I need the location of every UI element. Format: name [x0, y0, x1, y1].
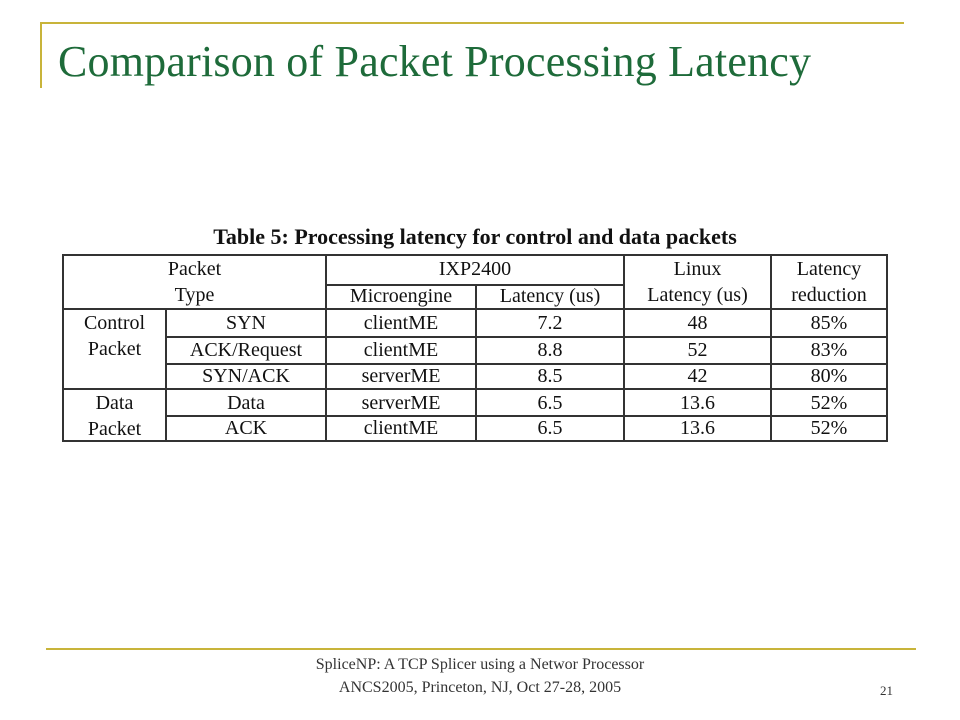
- cell-reduction: 52%: [810, 417, 848, 439]
- cell-ixp-latency: 6.5: [537, 417, 563, 439]
- grid-line: [623, 256, 625, 440]
- grid-line: [64, 308, 886, 310]
- cell-type: SYN: [225, 312, 266, 334]
- header-packet: Packet: [167, 258, 222, 280]
- header-microengine: Microengine: [349, 285, 453, 307]
- table-caption: Table 5: Processing latency for control …: [213, 224, 737, 249]
- cell-microengine: clientME: [363, 339, 439, 361]
- grid-line: [325, 256, 327, 440]
- cell-ixp-latency: 7.2: [537, 312, 563, 334]
- cell-ixp-latency: 6.5: [537, 392, 563, 414]
- grid-line: [165, 415, 886, 417]
- header-type: Type: [174, 284, 215, 306]
- grid-line: [165, 336, 886, 338]
- cell-linux-latency: 42: [687, 365, 708, 387]
- decorative-bottom-line: [46, 648, 916, 650]
- cell-reduction: 83%: [810, 339, 848, 361]
- group-control-label: Packet: [87, 338, 142, 360]
- grid-line: [475, 284, 477, 440]
- slide-title: Comparison of Packet Processing Latency: [58, 37, 812, 86]
- cell-microengine: clientME: [363, 312, 439, 334]
- cell-type: ACK/Request: [189, 339, 303, 361]
- grid-line: [165, 308, 167, 440]
- grid-line: [64, 388, 886, 390]
- latency-table: Packet Type IXP2400 Microengine Latency …: [62, 254, 888, 442]
- header-ixp2400: IXP2400: [438, 258, 512, 280]
- decorative-top-line: [40, 22, 904, 24]
- cell-microengine: clientME: [363, 417, 439, 439]
- cell-ixp-latency: 8.8: [537, 339, 563, 361]
- page-number: 21: [880, 683, 893, 698]
- group-data-label: Packet: [87, 418, 142, 440]
- footer-title: SpliceNP: A TCP Splicer using a Networ P…: [315, 656, 645, 673]
- cell-ixp-latency: 8.5: [537, 365, 563, 387]
- header-latency: Latency: [796, 258, 862, 280]
- decorative-left-line: [40, 22, 42, 88]
- cell-linux-latency: 52: [687, 339, 708, 361]
- cell-reduction: 80%: [810, 365, 848, 387]
- cell-reduction: 85%: [810, 312, 848, 334]
- grid-line: [325, 284, 625, 286]
- cell-reduction: 52%: [810, 392, 848, 414]
- header-linux-latency: Latency (us): [647, 284, 748, 306]
- grid-line: [165, 363, 886, 365]
- header-reduction: reduction: [791, 284, 867, 306]
- header-linux: Linux: [673, 258, 722, 280]
- cell-linux-latency: 13.6: [680, 417, 715, 439]
- group-control-label: Control: [83, 312, 146, 334]
- cell-linux-latency: 48: [687, 312, 708, 334]
- cell-microengine: serverME: [361, 392, 441, 414]
- footer-conference: ANCS2005, Princeton, NJ, Oct 27-28, 2005: [338, 679, 622, 696]
- cell-type: SYN/ACK: [202, 365, 290, 387]
- grid-line: [770, 256, 772, 440]
- header-ixp-latency: Latency (us): [499, 285, 601, 307]
- cell-microengine: serverME: [361, 365, 441, 387]
- cell-type: ACK: [224, 417, 268, 439]
- cell-linux-latency: 13.6: [680, 392, 715, 414]
- cell-type: Data: [227, 392, 265, 414]
- group-data-label: Data: [95, 392, 134, 414]
